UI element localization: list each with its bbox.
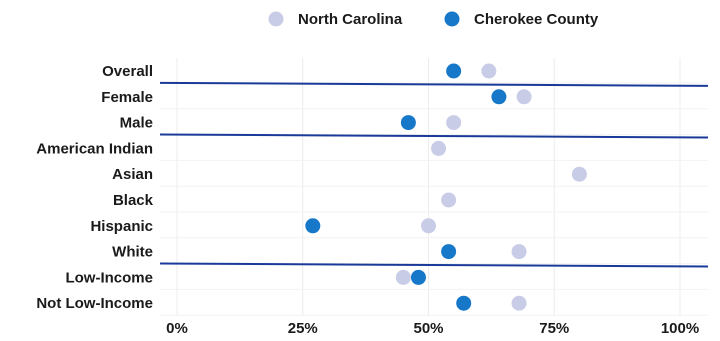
group-separator-2 <box>159 262 709 268</box>
legend: North Carolina Cherokee County <box>268 11 599 28</box>
point-north-carolina-2 <box>446 115 462 131</box>
legend-label-1: Cherokee County <box>474 11 599 28</box>
point-cherokee-county-6 <box>305 218 321 234</box>
point-north-carolina-4 <box>571 166 587 182</box>
x-tick-label-0: 0% <box>166 320 188 337</box>
gridlines <box>160 58 708 316</box>
group-separator-0 <box>159 81 709 87</box>
legend-marker-1 <box>444 11 460 27</box>
point-cherokee-county-7 <box>441 244 457 260</box>
group-separators <box>159 81 709 268</box>
group-separator-1 <box>159 133 709 139</box>
category-label-6: Hispanic <box>90 218 153 235</box>
point-north-carolina-1 <box>516 89 532 105</box>
point-north-carolina-6 <box>421 218 436 234</box>
category-label-8: Low-Income <box>65 269 153 286</box>
legend-marker-0 <box>268 11 284 27</box>
x-tick-label-1: 25% <box>288 320 318 337</box>
point-cherokee-county-0 <box>446 63 462 79</box>
category-label-4: Asian <box>112 166 153 183</box>
point-north-carolina-8 <box>395 269 411 285</box>
x-axis-tick-labels: 0% 25% 50% 75% 100% <box>166 320 699 337</box>
point-cherokee-county-9 <box>456 295 472 311</box>
x-tick-label-4: 100% <box>661 320 699 337</box>
point-north-carolina-7 <box>511 244 527 260</box>
legend-label-0: North Carolina <box>298 11 403 28</box>
point-north-carolina-0 <box>481 63 497 79</box>
category-label-9: Not Low-Income <box>36 295 153 312</box>
point-cherokee-county-1 <box>491 89 507 105</box>
point-north-carolina-3 <box>431 140 447 156</box>
category-label-7: White <box>112 244 153 261</box>
data-points <box>305 63 587 311</box>
category-label-1: Female <box>101 89 153 106</box>
category-labels: Overall Female Male American Indian Asian Bla… <box>36 63 153 312</box>
point-north-carolina-5 <box>441 192 457 208</box>
point-cherokee-county-2 <box>400 115 416 131</box>
category-label-5: Black <box>113 192 154 209</box>
category-label-3: American Indian <box>36 140 153 157</box>
category-label-0: Overall <box>102 63 153 80</box>
x-tick-label-2: 50% <box>413 320 443 337</box>
category-label-2: Male <box>120 115 153 132</box>
x-tick-label-3: 75% <box>539 320 569 337</box>
point-cherokee-county-8 <box>410 269 426 285</box>
point-north-carolina-9 <box>511 295 527 311</box>
